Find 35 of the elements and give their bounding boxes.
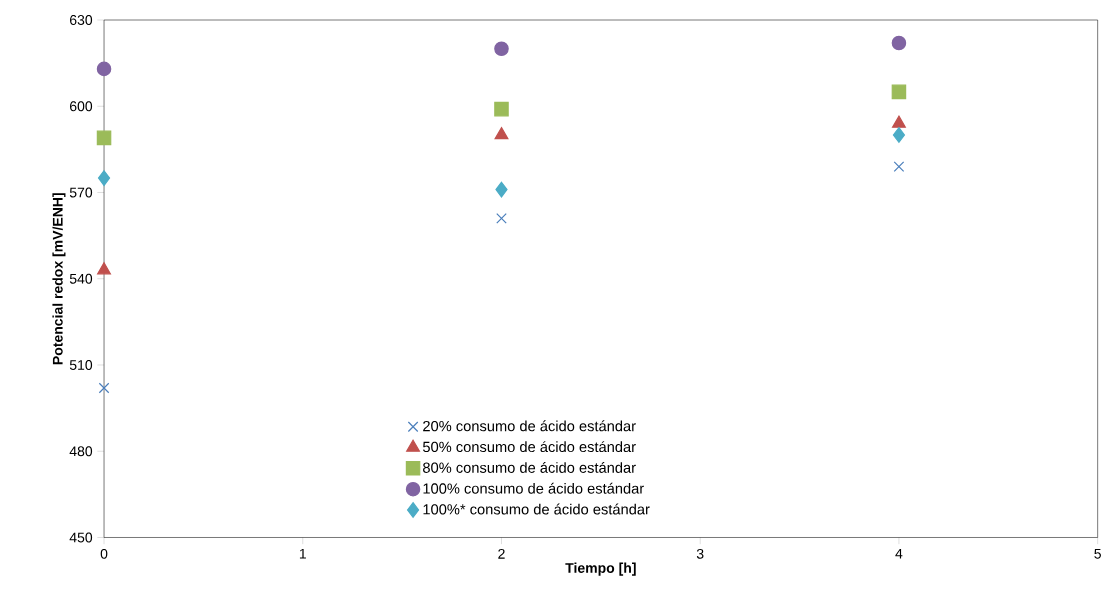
y-tick-label: 480 [69,446,93,457]
point [494,101,509,117]
y-tick-label: 600 [70,101,93,112]
point [891,84,907,100]
point [893,161,905,173]
x-tick-label: 5 [1094,548,1101,559]
point [97,262,111,275]
legend-label: 80% consumo de ácido estándar [423,462,636,473]
point [96,61,112,77]
point [494,127,509,140]
x-tick-label: 0 [100,548,108,559]
x-tick-label: 4 [895,548,903,559]
x-axis-title: Tiempo [h] [565,562,636,576]
point [96,130,112,146]
y-tick-label: 450 [69,532,93,543]
point [496,213,507,224]
point [892,127,906,144]
y-tick-label: 570 [69,187,93,198]
point [97,170,111,187]
legend-label: 100% consumo de ácido estándar [423,482,644,494]
y-axis-title: Potencial redox [mV/ENH] [52,193,66,365]
y-tick-label: 540 [69,273,93,284]
point [98,382,110,394]
legend-label: 100%* consumo de ácido estándar [423,503,650,515]
y-tick-label: 630 [70,15,93,26]
x-tick-label: 3 [696,548,704,559]
x-tick-label: 2 [498,548,505,559]
legend-label: 20% consumo de ácido estándar [423,420,636,432]
point [891,35,907,51]
point [891,115,906,128]
y-tick-label: 510 [69,360,93,371]
point [494,41,509,57]
point [495,181,508,198]
legend-label: 50% consumo de ácido estándar [422,441,636,453]
x-tick-label: 1 [299,548,306,559]
